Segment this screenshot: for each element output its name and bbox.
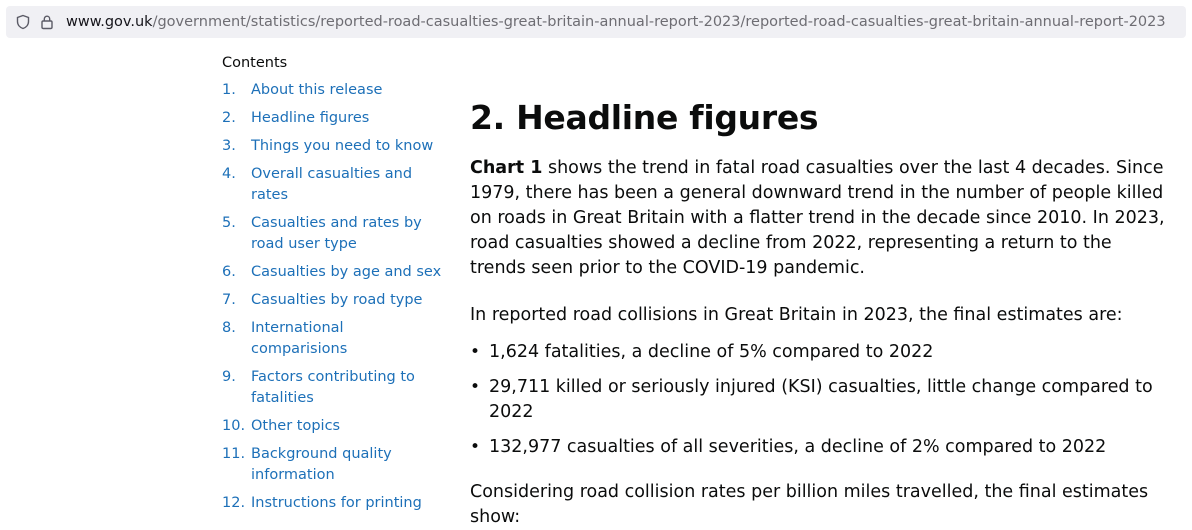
rates-intro: Considering road collision rates per bil… [470,482,1149,527]
contents-item-headline-figures[interactable]: 2. Headline figures [222,108,442,129]
contents-item-number: 7. [222,292,236,308]
contents-item-link[interactable]: Factors contributing to fatalities [251,369,415,406]
contents-item-things-you-need-to-know[interactable]: 3. Things you need to know [222,136,442,157]
contents-item-overall-casualties[interactable]: 4. Overall casualties and rates [222,164,442,206]
url-host: www.gov.uk [66,14,153,30]
contents-item-link[interactable]: About this release [251,82,383,98]
contents-title: Contents [222,55,288,71]
contents-item-link[interactable]: Casualties and rates by road user type [251,215,422,252]
address-bar[interactable]: www.gov.uk/government/statistics/reporte… [6,6,1186,38]
intro-paragraph: Chart 1 shows the trend in fatal road ca… [470,156,1170,281]
list-item: • 1,624 fatalities, a decline of 5% compa… [470,340,1170,365]
contents-item-link[interactable]: Headline figures [251,110,370,126]
contents-item-number: 12. [222,495,246,511]
shield-icon[interactable] [14,13,32,31]
contents-item-number: 5. [222,215,236,231]
intro-text: shows the trend in fatal road casualties… [470,158,1165,278]
contents-item-international-comparisons[interactable]: 8. International comparisions [222,318,442,360]
contents-item-other-topics[interactable]: 10. Other topics [222,416,442,437]
contents-item-background-quality[interactable]: 11. Background quality information [222,444,442,486]
estimates-intro: In reported road collisions in Great Bri… [470,305,1123,325]
lock-icon[interactable] [38,13,56,31]
page-title: 2. Headline figures [470,98,819,137]
contents-item-number: 1. [222,82,236,98]
contents-item-factors-contributing[interactable]: 9. Factors contributing to fatalities [222,367,442,409]
contents-item-number: 4. [222,166,236,182]
contents-item-link[interactable]: Other topics [251,418,341,434]
contents-item-number: 8. [222,320,236,336]
contents-item-link[interactable]: Instructions for printing [251,495,422,511]
estimates-list: • 1,624 fatalities, a decline of 5% compa… [470,340,1170,460]
bullet-icon: • [470,437,481,457]
contents-nav: Contents 1. About this release 2. Headline… [222,55,442,521]
contents-item-link[interactable]: Things you need to know [251,138,434,154]
url-path: /government/statistics/reported-road-cas… [152,14,1166,30]
contents-item-casualties-by-road-user[interactable]: 5. Casualties and rates by road user type [222,213,442,255]
list-item: • 132,977 casualties of all severities, a… [470,435,1170,460]
bullet-icon: • [470,342,481,362]
contents-item-link[interactable]: Overall casualties and rates [251,166,413,203]
list-item: • 29,711 killed or seriously injured (KSI… [470,375,1170,425]
contents-item-number: 10. [222,418,246,434]
contents-list: 1. About this release 2. Headline figures … [222,80,442,514]
contents-item-number: 6. [222,264,236,280]
contents-item-casualties-by-road-type[interactable]: 7. Casualties by road type [222,290,442,311]
article-body: 2. Headline figures Chart 1 shows the tr… [470,96,1170,530]
contents-item-link[interactable]: Casualties by age and sex [251,264,442,280]
contents-item-about-this-release[interactable]: 1. About this release [222,80,442,101]
list-item-text: 132,977 casualties of all severities, a … [489,437,1107,457]
contents-item-link[interactable]: International comparisions [251,320,348,357]
bullet-icon: • [470,377,481,397]
contents-item-number: 2. [222,110,236,126]
contents-item-instructions-printing[interactable]: 12. Instructions for printing [222,493,442,514]
chart-reference: Chart 1 [470,158,543,178]
contents-item-number: 3. [222,138,236,154]
list-item-text: 1,624 fatalities, a decline of 5% compar… [489,342,934,362]
url-text[interactable]: www.gov.uk/government/statistics/reporte… [66,14,1166,30]
contents-item-number: 9. [222,369,236,385]
contents-item-link[interactable]: Background quality information [251,446,392,483]
contents-item-casualties-by-age-sex[interactable]: 6. Casualties by age and sex [222,262,442,283]
list-item-text: 29,711 killed or seriously injured (KSI)… [489,377,1153,422]
contents-item-link[interactable]: Casualties by road type [251,292,423,308]
contents-item-number: 11. [222,446,246,462]
